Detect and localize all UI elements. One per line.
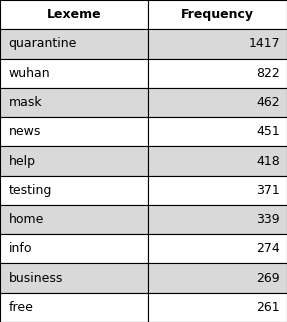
Text: 822: 822 [256, 67, 280, 80]
Bar [0, 234, 148, 263]
Bar [0, 88, 148, 117]
Text: help: help [9, 155, 36, 167]
Text: news: news [9, 125, 41, 138]
Text: free: free [9, 301, 34, 314]
Bar [0, 117, 148, 147]
Text: 339: 339 [256, 213, 280, 226]
Text: 274: 274 [256, 242, 280, 255]
Bar [148, 147, 287, 175]
Text: 371: 371 [256, 184, 280, 197]
Bar [0, 0, 148, 29]
Bar [0, 59, 148, 88]
Bar [0, 205, 148, 234]
Text: info: info [9, 242, 32, 255]
Text: business: business [9, 271, 63, 285]
Bar [148, 263, 287, 293]
Text: Lexeme: Lexeme [46, 8, 101, 21]
Bar [0, 29, 148, 59]
Bar [148, 29, 287, 59]
Bar [148, 234, 287, 263]
Text: quarantine: quarantine [9, 37, 77, 51]
Text: 261: 261 [256, 301, 280, 314]
Bar [0, 293, 148, 322]
Bar [148, 117, 287, 147]
Bar [0, 175, 148, 205]
Text: 269: 269 [256, 271, 280, 285]
Bar [0, 147, 148, 175]
Text: 451: 451 [256, 125, 280, 138]
Text: 418: 418 [256, 155, 280, 167]
Text: wuhan: wuhan [9, 67, 50, 80]
Bar [148, 59, 287, 88]
Text: mask: mask [9, 96, 42, 109]
Text: testing: testing [9, 184, 52, 197]
Bar [0, 263, 148, 293]
Bar [148, 205, 287, 234]
Text: Frequency: Frequency [181, 8, 254, 21]
Bar [148, 88, 287, 117]
Text: 1417: 1417 [248, 37, 280, 51]
Bar [148, 293, 287, 322]
Text: home: home [9, 213, 44, 226]
Text: 462: 462 [256, 96, 280, 109]
Bar [148, 175, 287, 205]
Bar [148, 0, 287, 29]
